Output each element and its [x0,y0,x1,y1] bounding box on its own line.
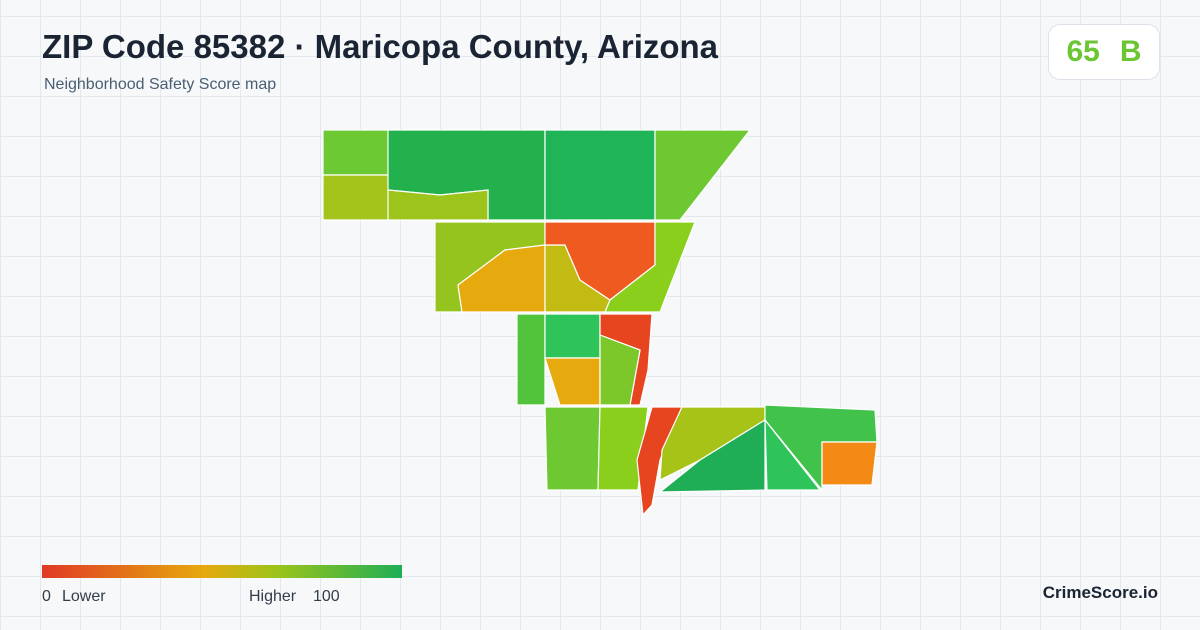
title: ZIP Code 85382 · Maricopa County, Arizon… [42,28,719,65]
regions [322,129,878,517]
subtitle: Neighborhood Safety Score map [44,76,277,93]
legend-gradient [42,565,402,578]
score-value: 65 [1066,35,1100,68]
score-grade: B [1119,35,1142,68]
legend-max-label: Higher [249,588,297,605]
score-badge: 65 B [1048,24,1160,80]
legend-min-label: Lower [62,588,106,605]
legend-min: 0 [42,588,51,605]
brand: CrimeScore.io [1042,583,1158,602]
legend-max: 100 [313,588,340,605]
